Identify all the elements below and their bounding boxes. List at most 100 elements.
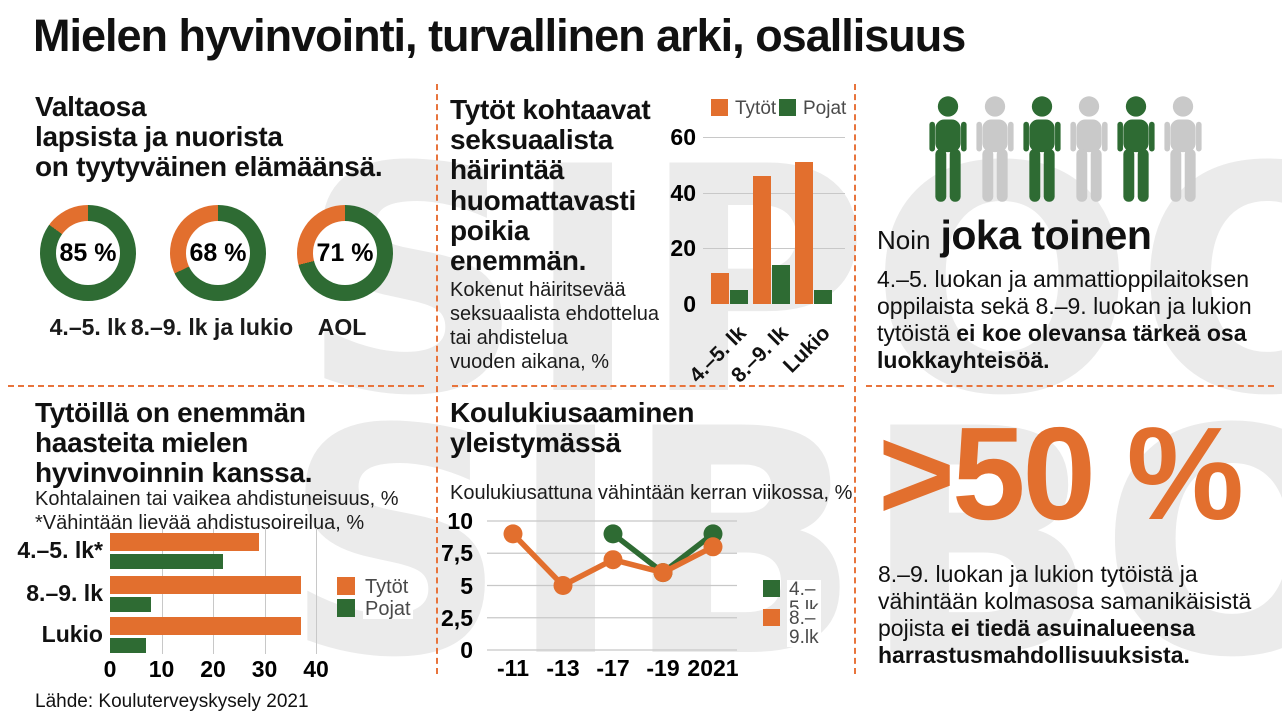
person-icon-part [1164,121,1170,152]
divider-horizontal-middle [452,385,844,387]
source-note: Lähde: Kouluterveyskysely 2021 [35,691,309,712]
data-point-4.–5.lk [603,524,623,544]
legend-label-Tytöt: Tytöt [363,576,411,598]
data-point-8.–9.lk [603,550,623,570]
data-point-8.–9.lk [553,576,573,595]
community-text: 4.–5. luokan ja ammattioppilaitoksen opp… [877,266,1252,346]
person-icon [976,96,1014,202]
person-icon-part [1008,121,1014,152]
legend-label-Pojat: Pojat [363,598,413,620]
community-text-bold: ei koe olevansa tärkeä osa luokkayhteisö… [877,319,1247,373]
y-axis-tick: 0 [460,637,473,663]
divider-vertical-1 [436,84,438,674]
page-title: Mielen hyvinvointi, turvallinen arki, os… [33,10,966,61]
anxiety-heading: Tytöillä on enemmän haasteita mielen hyv… [35,397,313,489]
y-axis-tick: 60 [670,124,696,150]
gridline [703,192,845,194]
y-axis-tick: 7,5 [441,540,473,567]
bar-Pojat-2 [814,290,832,304]
bar-Pojat-1 [110,597,152,612]
bar-Pojat-0 [730,290,748,304]
person-icon-part [1137,149,1149,202]
person-icon-part [1102,121,1108,152]
legend-swatch-Tytöt [337,577,355,595]
bar-Pojat-1 [772,265,790,304]
donut-chart-0: 85 % [40,205,136,301]
bullying-subtext: Koulukiusattuna vähintään kerran viikoss… [450,482,853,504]
person-icon-part [1196,121,1202,152]
y-axis-tick: 10 [447,508,473,534]
person-icon [1023,96,1061,202]
person-icon [1070,96,1108,202]
hobbies-text-bold: ei tiedä asuinalueensa harrastusmahdolli… [878,614,1196,668]
person-icon-part [1170,119,1196,153]
x-axis-tick: -17 [596,655,630,681]
divider-horizontal-left [8,385,424,387]
person-icon-part [1076,119,1102,153]
x-axis-tick: 2021 [687,655,739,681]
harassment-subtext: Kokenut häiritsevää seksuaalista ehdotte… [450,279,660,373]
hobbies-paragraph: 8.–9. luokan ja lukion tytöistä ja vähin… [878,561,1274,669]
legend-label-Tytöt: Tytöt [733,98,779,119]
legend-swatch-Pojat [337,599,355,617]
gridline [703,137,845,138]
divider-vertical-2 [854,84,856,674]
person-icon-part [1184,149,1196,202]
person-icon-part [996,149,1008,202]
bar-Pojat-0 [110,554,224,569]
person-icon-part [949,149,961,202]
donut-chart-1: 68 % [170,205,266,301]
person-icon [1117,96,1155,202]
person-icon-part [1090,149,1102,202]
person-icon-part [1078,96,1100,117]
person-icon-part [976,121,982,152]
legend-swatch-Pojat [779,99,796,116]
x-axis-tick: -19 [646,655,680,681]
legend-swatch-4.–5.lk [763,580,780,597]
donut-value: 71 % [313,221,377,285]
legend-label-8.–9.lk: 8.–9.lk [787,608,821,648]
person-icon-part [1125,96,1147,117]
gridline [703,248,845,250]
y-category-label: 4.–5. lk* [17,537,103,563]
person-icon-part [1117,121,1123,152]
x-axis-tick: 10 [148,656,175,682]
person-icon-part [1029,149,1041,202]
person-icon-part [937,96,959,117]
donut-label: 8.–9. lk ja lukio [130,314,294,340]
person-icon-part [984,96,1006,117]
donut-label: AOL [317,314,367,340]
person-icon-part [1031,96,1053,117]
y-axis-tick: 2,5 [441,604,473,631]
donut-chart-2: 71 % [297,205,393,301]
person-icon-part [1055,121,1061,152]
callout-prefix: Noin [877,225,931,255]
big-number: >50 % [878,400,1244,547]
x-axis-tick: 30 [251,656,278,682]
line-chart-svg [487,520,737,651]
y-category-label: 8.–9. lk [26,580,103,606]
bar-Tytöt-1 [110,576,301,594]
y-category-label: Lukio [41,621,103,647]
bar-Tytöt-0 [711,273,729,304]
watermark-sibbo: SIBBO [283,362,1282,725]
person-icon-part [1029,119,1055,153]
y-axis-tick: 0 [683,291,696,317]
hobbies-text: 8.–9. luokan ja lukion tytöistä ja vähin… [878,561,1252,641]
x-axis-tick: 20 [200,656,226,682]
x-axis-tick: 0 [103,656,117,682]
bar-Tytöt-0 [110,533,260,551]
person-icon-part [1172,96,1194,117]
person-icon-part [1070,121,1076,152]
person-icon [1164,96,1202,202]
bar-Tytöt-1 [753,175,771,304]
bullying-heading: Koulukiusaaminen yleistymässä [450,397,695,459]
data-point-8.–9.lk [653,563,673,583]
legend-swatch-8.–9.lk [763,609,780,626]
person-icon-part [1123,119,1149,153]
y-axis-tick: 20 [670,235,696,262]
x-axis-tick: -13 [546,655,580,681]
people-pictogram [925,95,1207,203]
person-icon-part [1023,121,1029,152]
x-axis-tick: -11 [497,655,529,681]
